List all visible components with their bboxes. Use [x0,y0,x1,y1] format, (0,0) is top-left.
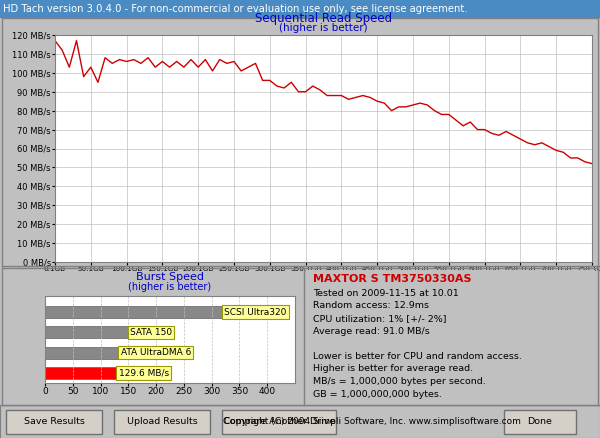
Text: Higher is better for average read.: Higher is better for average read. [313,364,473,374]
Text: CPU utilization: 1% [+/- 2%]: CPU utilization: 1% [+/- 2%] [313,314,446,323]
Text: SCSI Ultra320: SCSI Ultra320 [224,307,287,317]
FancyBboxPatch shape [222,410,336,434]
Text: Lower is better for CPU and random access.: Lower is better for CPU and random acces… [313,352,521,361]
Bar [45,326,128,339]
Bar [45,367,117,379]
Bar [45,306,223,318]
FancyBboxPatch shape [504,410,576,434]
Text: Upload Results: Upload Results [127,417,197,426]
Text: Burst Speed: Burst Speed [136,272,204,282]
Bar [45,346,119,359]
FancyBboxPatch shape [114,410,210,434]
FancyBboxPatch shape [6,410,102,434]
Text: MB/s = 1,000,000 bytes per second.: MB/s = 1,000,000 bytes per second. [313,377,485,386]
Text: Save Results: Save Results [23,417,85,426]
Text: Sequential Read Speed: Sequential Read Speed [255,12,392,25]
Text: SATA 150: SATA 150 [130,328,172,337]
Text: Compare Another Drive: Compare Another Drive [223,417,335,426]
Text: GB = 1,000,000,000 bytes.: GB = 1,000,000,000 bytes. [313,390,442,399]
Text: MAXTOR S TM3750330AS: MAXTOR S TM3750330AS [313,274,471,284]
Text: HD Tach version 3.0.4.0 - For non-commercial or evaluation use only, see license: HD Tach version 3.0.4.0 - For non-commer… [3,4,467,14]
Text: Average read: 91.0 MB/s: Average read: 91.0 MB/s [313,326,430,336]
Text: ATA UltraDMA 6: ATA UltraDMA 6 [121,348,191,357]
Text: Copyright (C) 2004 Simpli Software, Inc. www.simplisoftware.com: Copyright (C) 2004 Simpli Software, Inc.… [224,417,520,426]
Text: (higher is better): (higher is better) [128,282,212,292]
Text: (higher is better): (higher is better) [279,23,368,33]
Text: 129.6 MB/s: 129.6 MB/s [119,368,169,378]
Text: Tested on 2009-11-15 at 10.01: Tested on 2009-11-15 at 10.01 [313,289,458,297]
Text: Random access: 12.9ms: Random access: 12.9ms [313,301,429,310]
Text: Done: Done [527,417,553,426]
